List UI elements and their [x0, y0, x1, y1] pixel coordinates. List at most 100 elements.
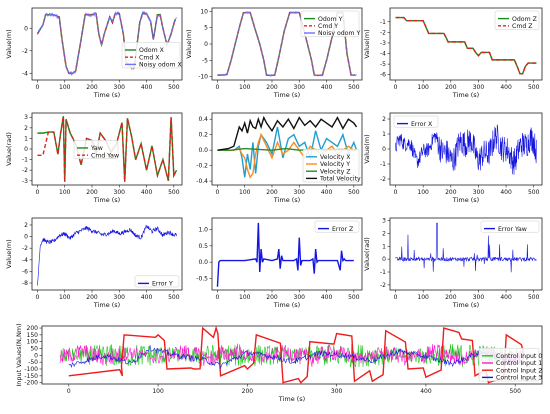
odom-x-legend-label: Cmd X: [139, 54, 160, 61]
odom-y-xtick-label: 300: [294, 84, 306, 91]
yaw-legend-label: Cmd Yaw: [91, 152, 119, 159]
control-input-series-control-input-0: [59, 343, 525, 368]
odom-y-xtick-label: 200: [266, 84, 278, 91]
control-input-frame: [41, 325, 543, 385]
odom-z-xtick-label: 0: [394, 84, 398, 91]
velocity-xtick-label: 0: [216, 189, 220, 196]
odom-x-series-noisy-odom-x: [37, 10, 177, 76]
odom-z-ytick-label: -3: [380, 40, 386, 47]
velocity-legend-label: Velocity Z: [320, 168, 350, 175]
odom-x-legend-label: Odom X: [139, 47, 165, 54]
velocity-xtick-label: 400: [321, 189, 333, 196]
error-x-legend: Error X: [393, 115, 439, 128]
error-yaw-ytick-label: 0: [382, 256, 386, 263]
odom-z-series-cmd-z: [395, 16, 537, 75]
odom-y-ytick-label: 5: [204, 25, 208, 32]
error-x-xtick-label: 300: [473, 189, 485, 196]
odom-x-xlabel: Time (s): [93, 91, 120, 99]
odom-z-ytick-label: -2: [380, 29, 386, 36]
yaw-legend-box: [73, 140, 119, 160]
yaw-xtick-label: 500: [168, 189, 180, 196]
odom-x-legend-box: [121, 42, 181, 69]
control-input-ytick-label: 200: [27, 325, 39, 332]
error-yaw-chart: 0 100 200 300 400 500 -2 -1 0 1 2 3 Time (s) Value(ra…: [363, 218, 543, 309]
error-yaw-ytick-label: -1: [380, 269, 386, 276]
error-z-series-error-z: [216, 222, 354, 287]
error-z-legend-box: [314, 220, 360, 233]
odom-x-xtick-label: 400: [141, 84, 153, 91]
odom-z-frame: [389, 7, 543, 81]
velocity-series-velocity-x: [217, 126, 358, 178]
control-input-legend-label: Control Input 2: [496, 367, 542, 374]
error-y-legend: Error Y: [134, 275, 180, 288]
control-input-legend-box: [478, 347, 540, 382]
control-input-legend-label: Control Input 0: [496, 353, 542, 360]
error-x-xtick-label: 200: [445, 189, 457, 196]
error-y-xtick-label: 500: [168, 294, 180, 301]
control-input-xtick-label: 0: [67, 388, 71, 395]
odom-x-plot-area: [36, 10, 177, 76]
velocity-series-velocity-y: [217, 132, 357, 179]
odom-z-plot-area: [395, 16, 537, 75]
odom-y-xtick-label: 400: [321, 84, 333, 91]
error-z-ytick-label: -0.5: [196, 276, 208, 283]
error-yaw-xtick-label: 500: [528, 294, 540, 301]
error-y-ytick-label: -6: [22, 268, 28, 275]
error-yaw-legend: Error Yaw: [480, 220, 540, 233]
odom-y-ytick-label: 10: [200, 8, 208, 15]
error-x-ytick-label: -2: [380, 176, 386, 183]
error-z-legend: Error Z: [314, 220, 360, 233]
error-x-xtick-label: 0: [394, 189, 398, 196]
error-z-chart: 0 100 200 300 400 500 -0.5 0.0 0.5 1.0 Time (s) Err…: [196, 217, 363, 309]
error-z-xlabel: Time (s): [273, 301, 300, 309]
error-yaw-legend-label: Error Yaw: [498, 226, 527, 233]
error-yaw-xlabel: Time (s): [452, 301, 479, 309]
odom-y-xtick-label: 0: [216, 84, 220, 91]
yaw-ytick-label: 1: [24, 135, 28, 142]
error-z-xtick-label: 200: [266, 294, 278, 301]
odom-x-ytick-label: 0: [24, 25, 28, 32]
odom-y-ytick-label: -10: [198, 74, 208, 81]
odom-y-legend-box: [300, 10, 360, 37]
odom-z-ytick-label: -6: [380, 72, 386, 79]
error-x-xtick-label: 400: [500, 189, 512, 196]
odom-x-xtick-label: 300: [114, 84, 126, 91]
odom-y-legend-label: Cmd Y: [318, 23, 338, 30]
velocity-legend-label: Velocity X: [320, 154, 351, 161]
error-z-xtick-label: 400: [321, 294, 333, 301]
odom-y-legend-label: Noisy odom Y: [318, 30, 360, 37]
odom-z-xtick-label: 400: [500, 84, 512, 91]
velocity-xtick-label: 200: [266, 189, 278, 196]
odom-x-chart: 0 100 200 300 400 500 -4 -2 0 Time (s) Value(m) Odo…: [5, 7, 182, 99]
error-y-xtick-label: 0: [36, 294, 40, 301]
error-x-ylabel: Value(m): [363, 134, 371, 163]
error-y-series-error-y: [37, 224, 177, 286]
error-x-legend-label: Error X: [411, 121, 433, 128]
error-z-xtick-label: 300: [294, 294, 306, 301]
odom-x-xtick-label: 0: [36, 84, 40, 91]
control-input-ytick-label: -100: [24, 366, 38, 373]
odom-z-xtick-label: 200: [445, 84, 457, 91]
odom-z-legend-box: [494, 10, 540, 30]
error-z-plot-area: [216, 222, 354, 287]
error-yaw-plot-area: [395, 222, 537, 273]
error-y-ytick-label: -4: [22, 257, 28, 264]
error-x-xtick-label: 100: [417, 189, 429, 196]
error-yaw-ytick-label: 2: [382, 230, 386, 237]
error-yaw-legend-box: [480, 220, 540, 233]
control-input-xtick-label: 100: [152, 388, 164, 395]
error-x-legend-box: [393, 115, 439, 128]
error-x-xtick-label: 500: [528, 189, 540, 196]
error-yaw-ytick-label: 3: [382, 218, 386, 225]
yaw-ytick-label: -2: [22, 167, 28, 174]
yaw-xtick-label: 300: [114, 189, 126, 196]
control-input-ylabel: Input Values(N,Nm): [15, 323, 23, 386]
velocity-ytick-label: 0.4: [198, 116, 208, 123]
error-y-xtick-label: 200: [86, 294, 98, 301]
velocity-ytick-label: 0.2: [198, 132, 208, 139]
